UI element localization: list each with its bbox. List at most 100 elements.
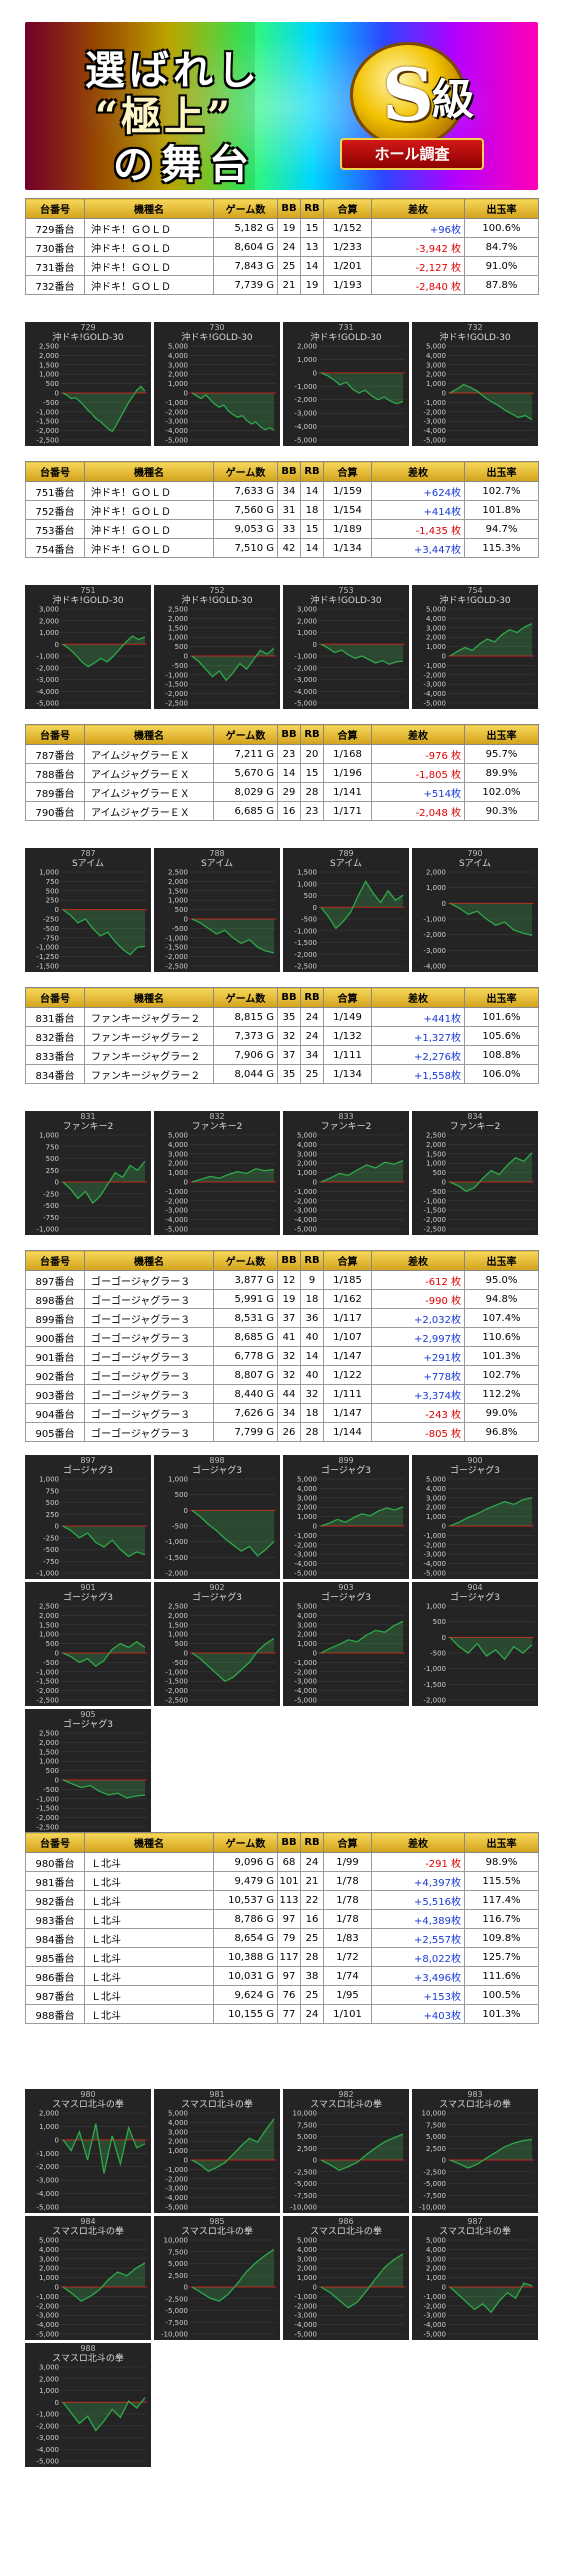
table-row[interactable]: 982番台 Ｌ北斗 10,537 G 113 22 1/78 +5,516枚 117.4% <box>25 1890 539 1910</box>
table-row[interactable]: 987番台 Ｌ北斗 9,624 G 76 25 1/95 +153枚 100.5% <box>25 1985 539 2005</box>
slump-graph-card[interactable]: 899 ゴージャグ3 5,000 4,000 3,000 2,000 1,000 0 -1,00… <box>283 1455 409 1579</box>
slump-graph-card[interactable]: 898 ゴージャグ3 1,000 500 0 -500 -1,000 -1,500 -2,000 <box>154 1455 280 1579</box>
slump-graph-card[interactable]: 834 ファンキー2 2,500 2,000 1,500 1,000 500 0 -500 -1,… <box>412 1111 538 1235</box>
slump-graph-card[interactable]: 790 Sアイム 2,000 1,000 0 -1,000 -2,000 -3,000 -4,0… <box>412 848 538 972</box>
table-row[interactable]: 751番台 沖ドキ！ＧＯＬＤ 7,633 G 34 14 1/159 +624枚 102.7% <box>25 481 539 501</box>
machine-table: 台番号 機種名 ゲーム数 BB RB 合算 差枚 出玉率 787番台 アイムジャグラーＥＸ 7,21… <box>25 724 539 821</box>
cell-num: 730番台 <box>25 237 85 257</box>
slump-graph-card[interactable]: 985 スマスロ北斗の拳 10,000 7,500 5,000 2,500 0 -2,500 -… <box>154 2216 280 2340</box>
slump-graph-card[interactable]: 903 ゴージャグ3 5,000 4,000 3,000 2,000 1,000 0 -1,00… <box>283 1582 409 1706</box>
y-tick-label: -1,000 <box>165 1188 188 1196</box>
table-row[interactable]: 789番台 アイムジャグラーＥＸ 8,029 G 29 28 1/141 +514枚 102.… <box>25 782 539 802</box>
cell-games: 7,626 G <box>213 1403 278 1423</box>
table-row[interactable]: 732番台 沖ドキ！ＧＯＬＤ 7,739 G 21 19 1/193 -2,840 枚 87.… <box>25 275 539 295</box>
graph-grid: 980 スマスロ北斗の拳 2,000 1,000 0 -1,000 -2,000 -3,000… <box>25 2089 538 2467</box>
table-row[interactable]: 731番台 沖ドキ！ＧＯＬＤ 7,843 G 25 14 1/201 -2,127 枚 91.… <box>25 256 539 276</box>
slump-graph-card[interactable]: 730 沖ドキ!GOLD-30 5,000 4,000 3,000 2,000 1,000 0… <box>154 322 280 446</box>
slump-graph-card[interactable]: 986 スマスロ北斗の拳 5,000 4,000 3,000 2,000 1,000 0 -1,… <box>283 2216 409 2340</box>
table-row[interactable]: 730番台 沖ドキ！ＧＯＬＤ 8,604 G 24 13 1/233 -3,942 枚 84.… <box>25 237 539 257</box>
y-tick-label: -2,500 <box>165 700 188 708</box>
table-row[interactable]: 897番台 ゴーゴージャグラー３ 3,877 G 12 9 1/185 -612 枚 95.0… <box>25 1270 539 1290</box>
cell-num: 788番台 <box>25 763 85 783</box>
cell-rb: 24 <box>300 2004 324 2024</box>
slump-graph-card[interactable]: 900 ゴージャグ3 5,000 4,000 3,000 2,000 1,000 0 -1,00… <box>412 1455 538 1579</box>
table-row[interactable]: 729番台 沖ドキ！ＧＯＬＤ 5,182 G 19 15 1/152 +96枚 100.6% <box>25 218 539 238</box>
slump-graph-card[interactable]: 731 沖ドキ!GOLD-30 2,000 1,000 0 -1,000 -2,000 -3,… <box>283 322 409 446</box>
y-tick-label: 0 <box>184 916 188 924</box>
slump-graph-card[interactable]: 982 スマスロ北斗の拳 10,000 7,500 5,000 2,500 0 -2,500 -… <box>283 2089 409 2213</box>
slump-graph-card[interactable]: 833 ファンキー2 5,000 4,000 3,000 2,000 1,000 0 -1,00… <box>283 1111 409 1235</box>
slump-graph-card[interactable]: 751 沖ドキ!GOLD-30 3,000 2,000 1,000 0 -1,000 -2,0… <box>25 585 151 709</box>
y-tick-label: -2,000 <box>36 1814 59 1822</box>
table-row[interactable]: 985番台 Ｌ北斗 10,388 G 117 28 1/72 +8,022枚 125.7% <box>25 1947 539 1967</box>
slump-graph-card[interactable]: 901 ゴージャグ3 2,500 2,000 1,500 1,000 500 0 -500 -1,… <box>25 1582 151 1706</box>
cell-diff: +5,516枚 <box>371 1890 465 1910</box>
table-row[interactable]: 983番台 Ｌ北斗 8,786 G 97 16 1/78 +4,389枚 116.7% <box>25 1909 539 1929</box>
graph-machine-number: 754 <box>467 586 483 595</box>
y-tick-label: 0 <box>442 1179 446 1187</box>
table-row[interactable]: 831番台 ファンキージャグラー２ 8,815 G 35 24 1/149 +441枚 101… <box>25 1007 539 1027</box>
table-row[interactable]: 834番台 ファンキージャグラー２ 8,044 G 35 25 1/134 +1,558枚 1… <box>25 1064 539 1084</box>
table-row[interactable]: 988番台 Ｌ北斗 10,155 G 77 24 1/101 +403枚 101.3% <box>25 2004 539 2024</box>
table-row[interactable]: 752番台 沖ドキ！ＧＯＬＤ 7,560 G 31 18 1/154 +414枚 101.8% <box>25 500 539 520</box>
graph-machine-number: 905 <box>80 1710 96 1719</box>
slump-graph-card[interactable]: 905 ゴージャグ3 2,500 2,000 1,500 1,000 500 0 -500 -1,… <box>25 1709 151 1833</box>
slump-graph-card[interactable]: 831 ファンキー2 1,000 750 500 250 0 -250 -500 -750 -1,0… <box>25 1111 151 1235</box>
table-row[interactable]: 898番台 ゴーゴージャグラー３ 5,991 G 19 18 1/162 -990 枚 94.… <box>25 1289 539 1309</box>
slump-graph-card[interactable]: 987 スマスロ北斗の拳 5,000 4,000 3,000 2,000 1,000 0 -1,… <box>412 2216 538 2340</box>
table-row[interactable]: 754番台 沖ドキ！ＧＯＬＤ 7,510 G 42 14 1/134 +3,447枚 115.… <box>25 538 539 558</box>
slump-graph-card[interactable]: 753 沖ドキ!GOLD-30 3,000 2,000 1,000 0 -1,000 -2,0… <box>283 585 409 709</box>
slump-graph-card[interactable]: 983 スマスロ北斗の拳 10,000 7,500 5,000 2,500 0 -2,500 -… <box>412 2089 538 2213</box>
slump-graph-card[interactable]: 752 沖ドキ!GOLD-30 2,500 2,000 1,500 1,000 500 0 -5… <box>154 585 280 709</box>
y-tick-label: -3,000 <box>423 1551 446 1559</box>
table-row[interactable]: 899番台 ゴーゴージャグラー３ 8,531 G 37 36 1/117 +2,032枚 10… <box>25 1308 539 1328</box>
y-tick-label: -1,500 <box>36 418 59 426</box>
y-tick-label: 250 <box>46 897 59 905</box>
y-tick-label: -2,500 <box>165 1697 188 1705</box>
table-row[interactable]: 904番台 ゴーゴージャグラー３ 7,626 G 34 18 1/147 -243 枚 99.… <box>25 1403 539 1423</box>
slump-graph-card[interactable]: 789 Sアイム 1,500 1,000 500 0 -500 -1,000 -1,500 -2,… <box>283 848 409 972</box>
slump-graph-card[interactable]: 897 ゴージャグ3 1,000 750 500 250 0 -250 -500 -750 -1,0… <box>25 1455 151 1579</box>
y-tick-label: -2,000 <box>36 664 59 672</box>
table-row[interactable]: 833番台 ファンキージャグラー２ 7,906 G 37 34 1/111 +2,276枚 1… <box>25 1045 539 1065</box>
slump-area <box>321 881 403 929</box>
table-row[interactable]: 902番台 ゴーゴージャグラー３ 8,807 G 32 40 1/122 +778枚 102.… <box>25 1365 539 1385</box>
y-tick-label: 2,000 <box>426 634 446 642</box>
slump-graph-card[interactable]: 981 スマスロ北斗の拳 5,000 4,000 3,000 2,000 1,000 0 -1,… <box>154 2089 280 2213</box>
graph-model-name: ゴージャグ3 <box>191 1466 243 1476</box>
table-row[interactable]: 900番台 ゴーゴージャグラー３ 8,685 G 41 40 1/107 +2,997枚 11… <box>25 1327 539 1347</box>
table-row[interactable]: 832番台 ファンキージャグラー２ 7,373 G 32 24 1/132 +1,327枚 1… <box>25 1026 539 1046</box>
table-row[interactable]: 903番台 ゴーゴージャグラー３ 8,440 G 44 32 1/111 +3,374枚 11… <box>25 1384 539 1404</box>
slump-graph-card[interactable]: 832 ファンキー2 5,000 4,000 3,000 2,000 1,000 0 -1,00… <box>154 1111 280 1235</box>
table-row[interactable]: 986番台 Ｌ北斗 10,031 G 97 38 1/74 +3,496枚 111.6% <box>25 1966 539 1986</box>
table-row[interactable]: 905番台 ゴーゴージャグラー３ 7,799 G 26 28 1/144 -805 枚 96.… <box>25 1422 539 1442</box>
slump-graph-card[interactable]: 902 ゴージャグ3 2,500 2,000 1,500 1,000 500 0 -500 -1,… <box>154 1582 280 1706</box>
y-tick-label: -500 <box>43 1659 59 1667</box>
table-row[interactable]: 984番台 Ｌ北斗 8,654 G 79 25 1/83 +2,557枚 109.8% <box>25 1928 539 1948</box>
graph-machine-number: 902 <box>209 1583 225 1592</box>
slump-graph-card[interactable]: 788 Sアイム 2,500 2,000 1,500 1,000 500 0 -500 -1,00… <box>154 848 280 972</box>
slump-graph-card[interactable]: 732 沖ドキ!GOLD-30 5,000 4,000 3,000 2,000 1,000 0… <box>412 322 538 446</box>
slump-graph-card[interactable]: 980 スマスロ北斗の拳 2,000 1,000 0 -1,000 -2,000 -3,000… <box>25 2089 151 2213</box>
table-row[interactable]: 753番台 沖ドキ！ＧＯＬＤ 9,053 G 33 15 1/189 -1,435 枚 94.… <box>25 519 539 539</box>
slump-graph-card[interactable]: 988 スマスロ北斗の拳 3,000 2,000 1,000 0 -1,000 -2,000 -… <box>25 2343 151 2467</box>
slump-graph-card[interactable]: 729 沖ドキ!GOLD-30 2,500 2,000 1,500 1,000 500 0 -5… <box>25 322 151 446</box>
y-tick-label: -500 <box>43 925 59 933</box>
slump-graph-card[interactable]: 904 ゴージャグ3 1,000 500 0 -500 -1,000 -1,500 -2,000 <box>412 1582 538 1706</box>
table-row[interactable]: 980番台 Ｌ北斗 9,096 G 68 24 1/99 -291 枚 98.9% <box>25 1852 539 1872</box>
graph-model-name: 沖ドキ!GOLD-30 <box>310 596 382 606</box>
slump-graph-card[interactable]: 754 沖ドキ!GOLD-30 5,000 4,000 3,000 2,000 1,000 0… <box>412 585 538 709</box>
slump-graph-card[interactable]: 787 Sアイム 1,000 750 500 250 0 -250 -500 -750 -1,000… <box>25 848 151 972</box>
cell-games: 8,604 G <box>213 237 278 257</box>
cell-combined: 1/168 <box>323 744 372 764</box>
column-header-bb: BB <box>277 1250 301 1271</box>
table-row[interactable]: 901番台 ゴーゴージャグラー３ 6,778 G 32 14 1/147 +291枚 101.… <box>25 1346 539 1366</box>
table-row[interactable]: 981番台 Ｌ北斗 9,479 G 101 21 1/78 +4,397枚 115.5% <box>25 1871 539 1891</box>
slump-graph-card[interactable]: 984 スマスロ北斗の拳 5,000 4,000 3,000 2,000 1,000 0 -1,… <box>25 2216 151 2340</box>
y-tick-label: -3,000 <box>36 2434 59 2442</box>
table-row[interactable]: 787番台 アイムジャグラーＥＸ 7,211 G 23 20 1/168 -976 枚 95.… <box>25 744 539 764</box>
y-tick-label: 4,000 <box>297 1612 317 1620</box>
